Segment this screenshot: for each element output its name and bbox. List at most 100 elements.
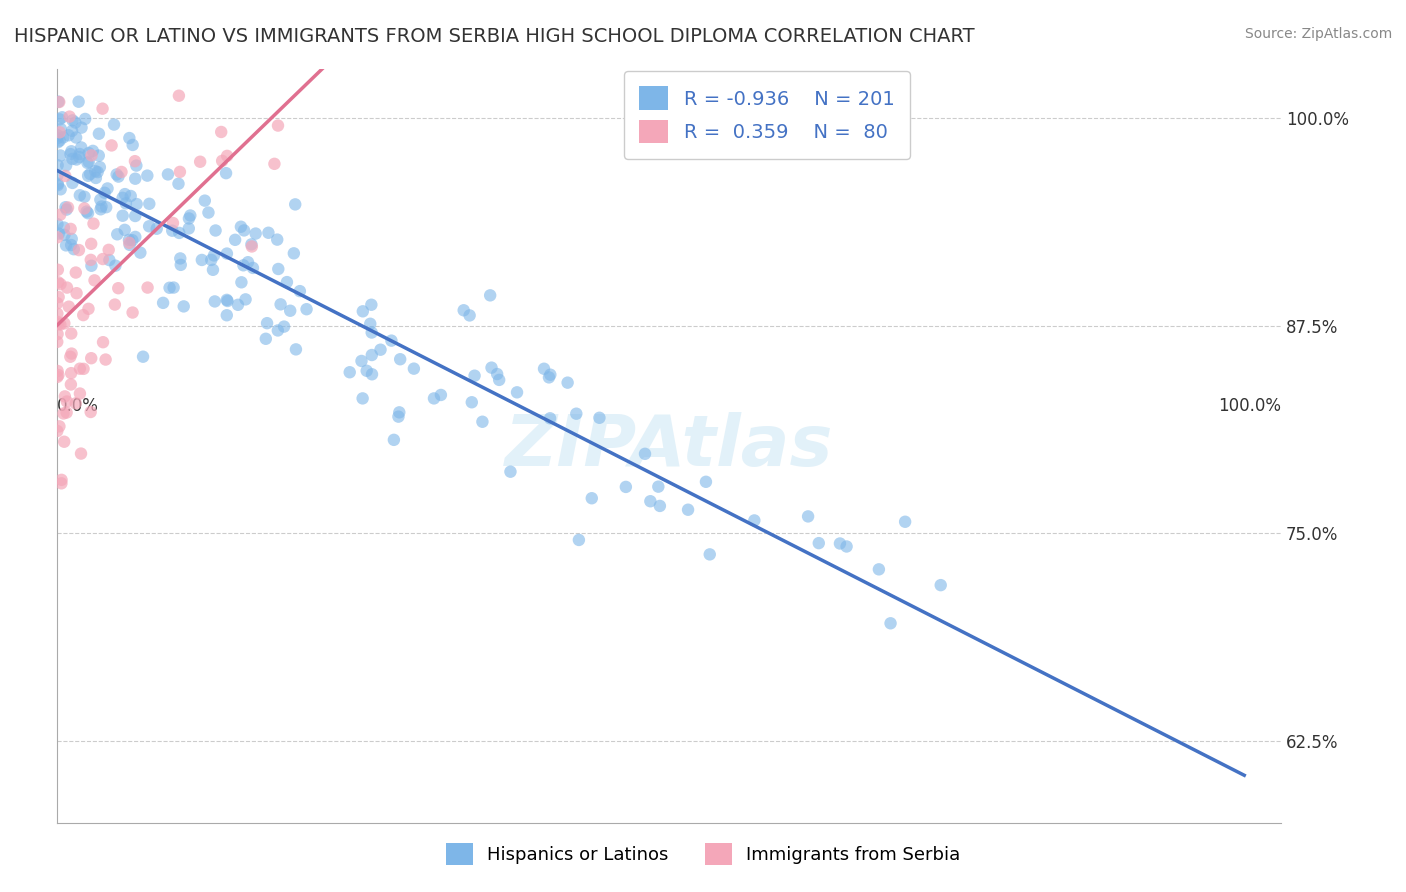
- Point: [58, 300, 80, 314]
- Point: [121, 305, 143, 319]
- Point: [138, 219, 160, 234]
- Point: [104, 297, 127, 311]
- Point: [80, 351, 103, 366]
- Point: [162, 216, 184, 230]
- Point: [640, 494, 662, 508]
- Point: [46, 317, 69, 331]
- Point: [177, 211, 200, 226]
- Point: [56, 394, 79, 409]
- Point: [55, 238, 77, 252]
- Point: [69, 361, 91, 376]
- Point: [46, 135, 69, 149]
- Point: [55, 158, 77, 172]
- Point: [273, 319, 295, 334]
- Point: [90, 200, 112, 214]
- Point: [352, 392, 374, 406]
- Point: [90, 202, 112, 217]
- Point: [145, 221, 167, 235]
- Point: [634, 447, 657, 461]
- Point: [46, 334, 69, 349]
- Point: [215, 308, 238, 322]
- Point: [486, 367, 509, 381]
- Point: [48, 125, 70, 139]
- Point: [72, 308, 94, 322]
- Point: [70, 447, 93, 461]
- Point: [588, 410, 610, 425]
- Point: [56, 201, 79, 215]
- Point: [388, 405, 411, 419]
- Point: [46, 296, 69, 310]
- Text: 100.0%: 100.0%: [1218, 397, 1281, 415]
- Point: [360, 348, 382, 362]
- Point: [107, 169, 129, 184]
- Legend: Hispanics or Latinos, Immigrants from Serbia: Hispanics or Latinos, Immigrants from Se…: [437, 834, 969, 874]
- Point: [167, 177, 190, 191]
- Point: [80, 259, 103, 273]
- Point: [52, 407, 75, 421]
- Point: [48, 112, 70, 127]
- Point: [224, 233, 246, 247]
- Point: [537, 370, 560, 384]
- Point: [136, 169, 159, 183]
- Text: 0.0%: 0.0%: [58, 397, 98, 415]
- Point: [339, 365, 361, 379]
- Point: [387, 409, 409, 424]
- Point: [266, 233, 288, 247]
- Point: [46, 276, 69, 290]
- Point: [48, 368, 70, 382]
- Point: [98, 253, 121, 268]
- Point: [209, 125, 232, 139]
- Point: [87, 127, 110, 141]
- Point: [894, 515, 917, 529]
- Point: [46, 128, 69, 143]
- Point: [215, 166, 238, 180]
- Point: [360, 298, 382, 312]
- Point: [245, 227, 267, 241]
- Point: [65, 266, 87, 280]
- Point: [63, 242, 86, 256]
- Point: [132, 350, 155, 364]
- Point: [226, 298, 249, 312]
- Point: [278, 303, 301, 318]
- Point: [46, 217, 69, 231]
- Point: [60, 238, 83, 252]
- Point: [232, 258, 254, 272]
- Point: [67, 150, 90, 164]
- Point: [114, 223, 136, 237]
- Point: [211, 153, 233, 168]
- Point: [48, 95, 70, 109]
- Point: [60, 366, 83, 380]
- Point: [188, 154, 211, 169]
- Point: [835, 540, 858, 554]
- Point: [868, 562, 890, 576]
- Point: [51, 476, 73, 491]
- Point: [48, 95, 70, 109]
- Point: [581, 491, 603, 506]
- Point: [162, 280, 184, 294]
- Point: [879, 616, 901, 631]
- Point: [240, 239, 263, 253]
- Point: [169, 165, 191, 179]
- Point: [479, 288, 502, 302]
- Point: [46, 178, 69, 193]
- Point: [179, 209, 201, 223]
- Point: [125, 159, 148, 173]
- Point: [91, 335, 114, 350]
- Point: [402, 361, 425, 376]
- Point: [53, 434, 76, 449]
- Point: [107, 281, 129, 295]
- Point: [797, 509, 820, 524]
- Point: [65, 115, 87, 129]
- Point: [111, 191, 134, 205]
- Point: [62, 113, 84, 128]
- Point: [453, 303, 475, 318]
- Point: [83, 273, 105, 287]
- Point: [124, 230, 146, 244]
- Point: [69, 147, 91, 161]
- Point: [256, 316, 278, 330]
- Text: ZIPAtlas: ZIPAtlas: [505, 411, 834, 481]
- Point: [69, 188, 91, 202]
- Point: [204, 294, 226, 309]
- Point: [169, 252, 191, 266]
- Point: [70, 140, 93, 154]
